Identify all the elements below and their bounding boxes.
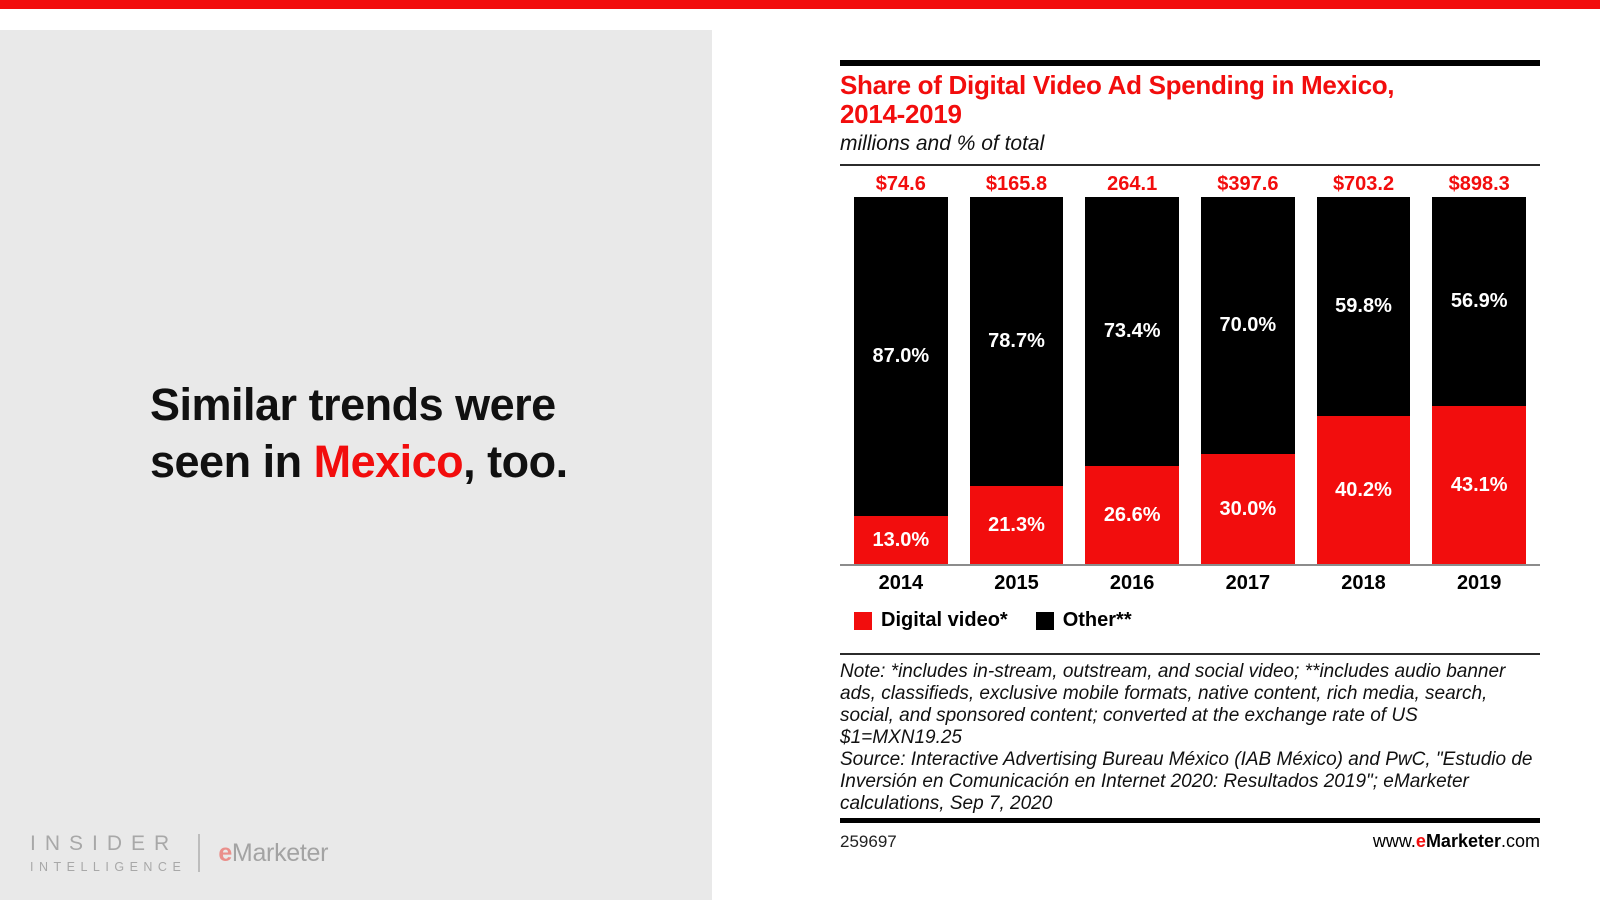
top-red-accent-bar xyxy=(0,0,1600,9)
chart-title-line2: 2014-2019 xyxy=(840,99,962,129)
bar-segment-other: 73.4% xyxy=(1085,197,1180,466)
digital-video-percent-label: 43.1% xyxy=(1450,473,1508,496)
year-label-2016: 2016 xyxy=(1109,572,1155,594)
bar-segment-other: 87.0% xyxy=(854,197,948,516)
bar-segment-digital-video: 26.6% xyxy=(1085,466,1180,564)
logo-intelligence-text: INTELLIGENCE xyxy=(30,860,187,874)
total-value-label: $703.2 xyxy=(1332,173,1395,195)
emarketer-wordmark: eMarketer xyxy=(218,839,328,868)
year-label-2014: 2014 xyxy=(878,572,924,594)
bar-segment-other: 56.9% xyxy=(1432,197,1527,406)
year-label-2015: 2015 xyxy=(994,572,1039,594)
bar-column-2016: 73.4% 26.6% xyxy=(1085,197,1180,564)
top-rule xyxy=(840,60,1540,66)
chart-title: Share of Digital Video Ad Spending in Me… xyxy=(840,71,1540,129)
chart-id: 259697 xyxy=(840,832,897,851)
chart-note: Note: *includes in-stream, outstream, an… xyxy=(840,661,1506,748)
emarketer-url: www.eMarketer.com xyxy=(1373,831,1540,852)
chart-legend: Digital video* Other** xyxy=(840,609,1540,632)
digital-video-percent-label: 26.6% xyxy=(1103,503,1161,526)
other-percent-label: 70.0% xyxy=(1219,314,1277,336)
year-label-2018: 2018 xyxy=(1341,572,1386,594)
bar-segment-other: 70.0% xyxy=(1201,197,1295,454)
bar-segment-digital-video: 30.0% xyxy=(1201,454,1295,564)
legend-swatch xyxy=(1035,611,1054,630)
legend-item: Digital video* xyxy=(854,609,1008,632)
other-percent-label: 87.0% xyxy=(872,345,930,367)
total-values-row: $74.6 $165.8 264.1 $397.6 $703.2 $898.3 xyxy=(840,173,1540,197)
other-percent-label: 59.8% xyxy=(1335,295,1392,317)
digital-video-percent-label: 40.2% xyxy=(1335,478,1392,501)
legend-swatch xyxy=(854,611,872,630)
bar-column-2017: 70.0% 30.0% xyxy=(1201,197,1295,564)
total-value-label: $74.6 xyxy=(875,173,926,195)
bar-segment-digital-video: 21.3% xyxy=(969,486,1064,564)
bottom-rule xyxy=(840,818,1540,823)
bar-segment-digital-video: 40.2% xyxy=(1316,416,1411,564)
chart-footer: 259697 www.eMarketer.com xyxy=(840,831,1540,852)
total-value-label: 264.1 xyxy=(1107,173,1158,195)
digital-video-percent-label: 13.0% xyxy=(872,528,930,551)
bar-segment-other: 59.8% xyxy=(1316,197,1411,416)
digital-video-percent-label: 30.0% xyxy=(1219,497,1277,520)
chart-source: Source: Interactive Advertising Bureau M… xyxy=(840,749,1533,814)
subtitle-rule xyxy=(840,164,1540,166)
other-percent-label: 78.7% xyxy=(988,330,1045,352)
headline-line1: Similar trends were xyxy=(150,379,556,430)
url-www: www. xyxy=(1372,831,1416,851)
total-value-label: $397.6 xyxy=(1217,173,1279,195)
chart-title-line1: Share of Digital Video Ad Spending in Me… xyxy=(840,70,1395,100)
headline-line2-prefix: seen in xyxy=(150,436,314,487)
total-value-label: $898.3 xyxy=(1448,173,1510,195)
headline-highlight: Mexico xyxy=(313,436,464,487)
x-axis-labels: 2014 2015 2016 2017 2018 2019 xyxy=(840,572,1540,595)
bar-column-2019: 56.9% 43.1% xyxy=(1432,197,1527,564)
insider-intelligence-emarketer-logo: INSIDER INTELLIGENCE eMarketer xyxy=(30,832,328,874)
legend-label: Other** xyxy=(1062,609,1132,631)
bar-segment-digital-video: 43.1% xyxy=(1432,406,1527,564)
chart-panel: Share of Digital Video Ad Spending in Me… xyxy=(840,60,1540,852)
other-percent-label: 56.9% xyxy=(1450,290,1508,312)
url-com: .com xyxy=(1500,831,1540,851)
bar-segment-digital-video: 13.0% xyxy=(854,516,948,564)
url-brand-e: e xyxy=(1415,831,1426,851)
legend-label: Digital video* xyxy=(881,609,1008,631)
emarketer-logo-rest: Marketer xyxy=(231,838,329,867)
logo-insider-text: INSIDER xyxy=(30,832,179,855)
year-label-2019: 2019 xyxy=(1456,572,1502,594)
digital-video-percent-label: 21.3% xyxy=(988,513,1045,536)
bar-column-2015: 78.7% 21.3% xyxy=(969,197,1064,564)
headline: Similar trends were seen in Mexico, too. xyxy=(150,376,568,490)
x-axis-line xyxy=(840,564,1540,566)
logo-divider xyxy=(198,834,201,872)
chart-subtitle: millions and % of total xyxy=(840,132,1045,155)
bar-column-2018: 59.8% 40.2% xyxy=(1316,197,1411,564)
bar-column-2014: 87.0% 13.0% xyxy=(854,197,948,564)
insider-intelligence-wordmark: INSIDER INTELLIGENCE xyxy=(30,832,186,874)
headline-line2-suffix: , too. xyxy=(463,436,568,487)
bar-segment-other: 78.7% xyxy=(969,197,1064,486)
emarketer-logo-e: e xyxy=(218,838,232,867)
stacked-bar-chart: 87.0% 13.0% 78.7% 21.3% 73.4% 26.6% 70.0% 30.0%… xyxy=(840,197,1540,564)
url-brand-rest: Marketer xyxy=(1425,831,1501,851)
left-panel: Similar trends were seen in Mexico, too.… xyxy=(0,30,712,900)
year-label-2017: 2017 xyxy=(1225,572,1271,594)
total-value-label: $165.8 xyxy=(985,173,1048,195)
note-rule xyxy=(840,653,1540,655)
legend-item: Other** xyxy=(1035,609,1132,632)
other-percent-label: 73.4% xyxy=(1103,320,1161,342)
